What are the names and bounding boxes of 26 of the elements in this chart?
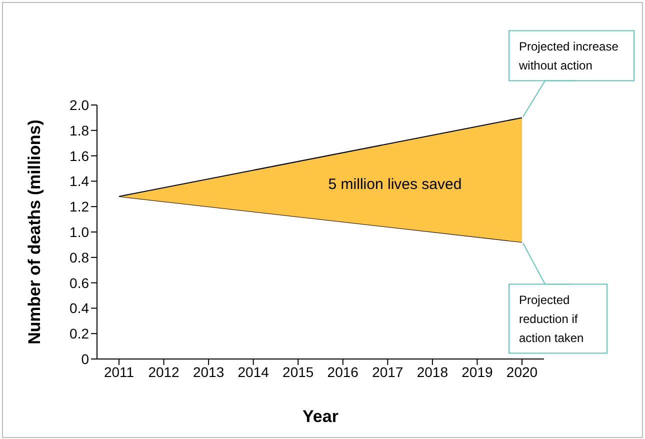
annotation: Projected increase without action: [518, 40, 619, 73]
x-tick-label: 2020: [506, 364, 538, 380]
y-tick-label: 0.4: [70, 300, 90, 316]
y-tick-label: 1.8: [70, 122, 90, 138]
x-tick-label: 2019: [462, 364, 494, 380]
y-tick-label: 1.2: [70, 198, 90, 215]
x-tick-label: 2016: [327, 364, 359, 380]
x-tick-label: 2015: [282, 364, 314, 380]
y-tick-label: 1.0: [70, 224, 90, 240]
y-tick-label: 0.2: [70, 326, 90, 342]
y-tick-label: 0.8: [70, 249, 90, 266]
annotation: Projected reduction if action taken: [519, 293, 584, 346]
y-tick-label: 1.6: [70, 148, 90, 164]
annotation: 5 million lives saved: [327, 176, 463, 193]
x-tick-label: 2018: [416, 364, 448, 380]
x-tick-label: 2012: [148, 364, 180, 380]
x-tick-label: 2011: [104, 364, 134, 380]
y-tick-label: 2.0: [70, 96, 90, 113]
y-axis-title: Number of deaths (millions): [25, 120, 45, 344]
y-tick-label: 1.4: [70, 173, 90, 190]
x-tick-label: 2013: [192, 364, 224, 380]
y-tick-label: 0: [81, 350, 90, 367]
x-axis-title: Year: [302, 407, 340, 427]
y-tick-label: 0.6: [70, 274, 90, 291]
x-tick-label: 2017: [372, 364, 404, 380]
x-tick-label: 2014: [238, 364, 270, 380]
